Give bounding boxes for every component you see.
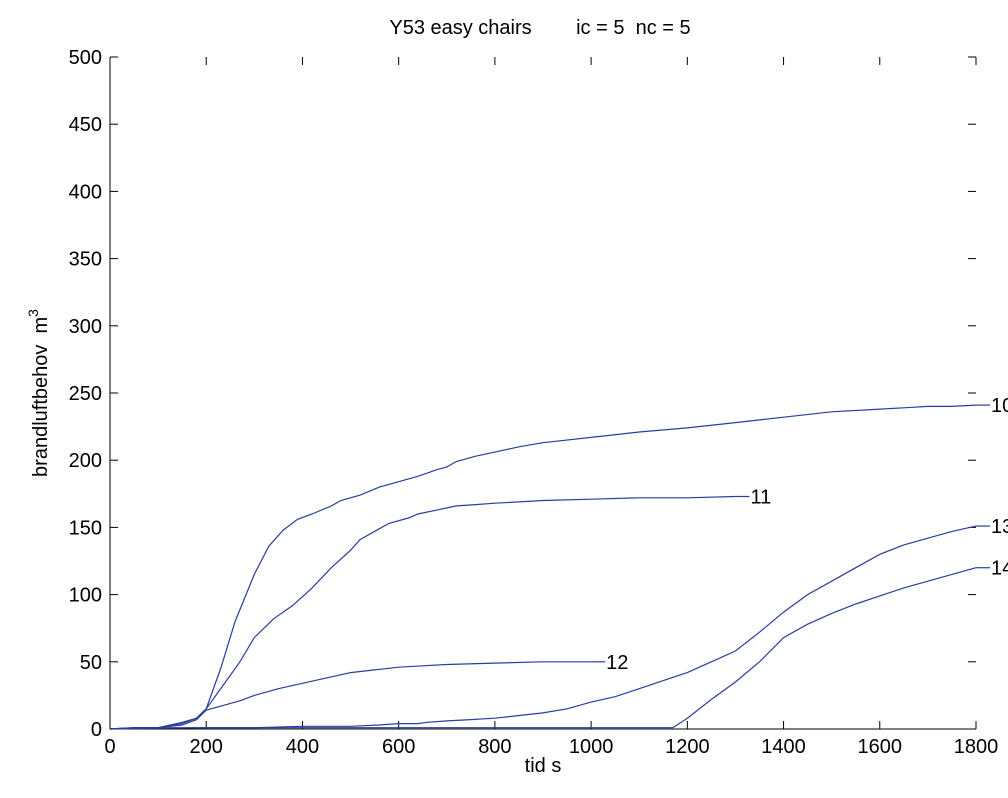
y-tick-label: 50: [80, 652, 102, 674]
y-tick-label: 300: [69, 316, 102, 338]
x-tick-label: 1600: [858, 736, 903, 758]
series-label-13: 13: [991, 516, 1008, 538]
x-tick-label: 0: [104, 736, 115, 758]
x-tick-label: 1800: [954, 736, 999, 758]
series-label-11: 11: [750, 486, 771, 508]
series-line-11: [109, 495, 736, 730]
x-tick-label: 800: [478, 736, 511, 758]
x-tick-label: 200: [190, 736, 223, 758]
x-tick-label: 600: [382, 736, 415, 758]
x-tick-label: 1200: [665, 736, 710, 758]
y-axis-label-text: brandluftbehov m: [30, 317, 52, 477]
y-ticks: 0 50 100 150 200 250 300 350 400 450 500: [69, 47, 976, 741]
series-label-12: 12: [606, 652, 628, 674]
series-line-10: [109, 404, 977, 730]
y-tick-label: 250: [69, 383, 102, 405]
y-axis-label-superscript: 3: [25, 309, 41, 317]
series-label-14: 14: [991, 558, 1008, 580]
y-tick-label: 0: [91, 719, 102, 741]
y-tick-label: 350: [69, 249, 102, 271]
y-tick-label: 400: [69, 181, 102, 203]
x-axis-label: tid s: [525, 755, 562, 777]
chart-title: Y53 easy chairs ic = 5 nc = 5: [389, 17, 690, 39]
y-tick-label: 100: [69, 585, 102, 607]
x-tick-label: 1000: [569, 736, 614, 758]
series-line-13: [109, 525, 977, 730]
y-tick-label: 500: [69, 47, 102, 69]
series-line-14: [109, 567, 977, 730]
y-axis-label: brandluftbehov m3: [25, 309, 52, 477]
x-ticks: 0 200 400 600 800 1000 1200 1400 1600 1800: [104, 57, 998, 758]
series-label-10: 10: [991, 395, 1008, 417]
y-tick-label: 200: [69, 450, 102, 472]
series-group: [109, 404, 977, 730]
y-tick-label: 450: [69, 114, 102, 136]
x-tick-label: 400: [286, 736, 319, 758]
y-tick-label: 150: [69, 517, 102, 539]
x-tick-label: 1400: [761, 736, 806, 758]
axes: [109, 57, 976, 730]
series-labels: 10 11 12 13 14: [591, 395, 1008, 674]
series-line-12: [109, 661, 592, 730]
